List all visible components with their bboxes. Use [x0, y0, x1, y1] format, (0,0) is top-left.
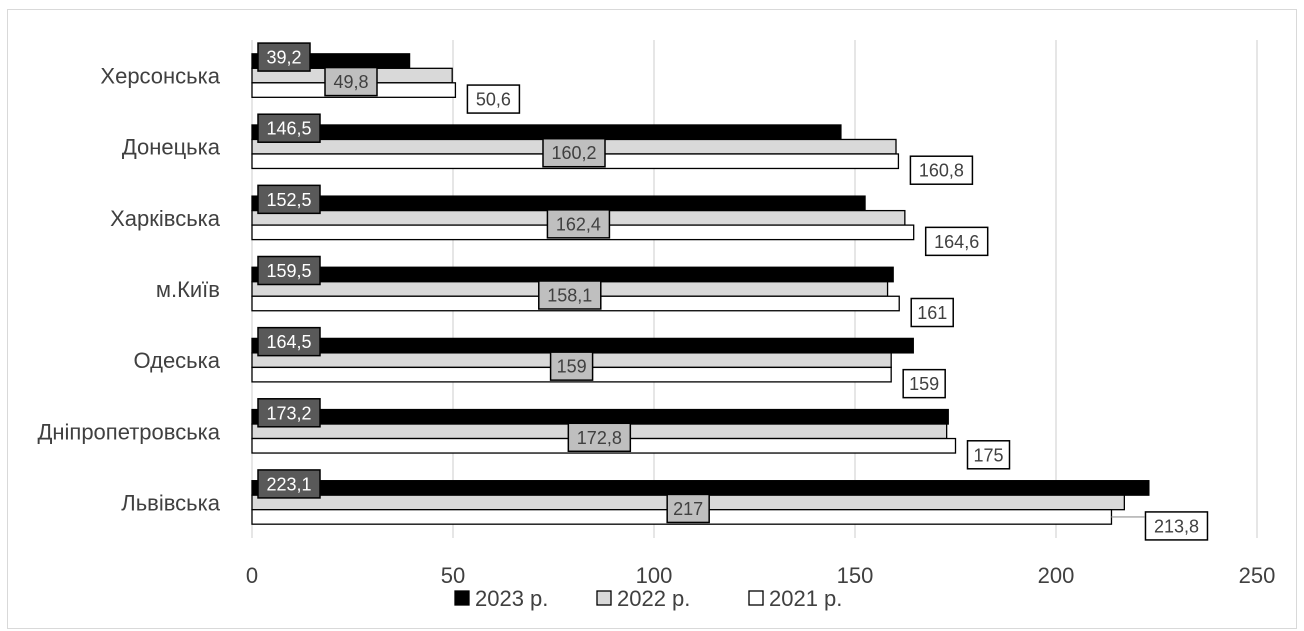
data-label: 175: [973, 445, 1003, 465]
legend-label: 2021 р.: [769, 586, 842, 611]
data-label-box: [257, 326, 321, 357]
data-label: 164,6: [934, 232, 979, 252]
data-label-box: [1144, 511, 1209, 541]
data-label-box: [546, 209, 611, 239]
data-label-box: [549, 351, 594, 381]
bar-2023: [251, 195, 866, 212]
data-label: 50,6: [476, 90, 511, 110]
x-tick-label: 200: [1038, 563, 1075, 588]
legend: 2023 р. 2022 р. 2021 р.: [454, 586, 842, 611]
category-label: Дніпропетровська: [37, 419, 220, 444]
category-label: Херсонська: [100, 64, 220, 89]
data-label: 213,8: [1154, 516, 1199, 536]
data-label-box: [966, 440, 1011, 470]
data-label-box: [257, 42, 311, 72]
x-tick-label: 150: [837, 563, 874, 588]
bar-2023: [251, 266, 894, 283]
bar-2023: [251, 124, 842, 141]
data-label-box: [257, 184, 321, 215]
x-tick-label: 0: [246, 563, 258, 588]
x-tick-label: 250: [1239, 563, 1276, 588]
data-label-box: [257, 469, 321, 499]
data-labels: 39,2 49,8 50,6 146,5 160,2 160,8 152,5 162,4 164…: [257, 42, 1209, 541]
data-label-box: [909, 155, 974, 185]
x-axis-ticks: 0 50 100 150 200 250: [246, 563, 1275, 588]
data-label-box: [924, 226, 989, 257]
bar-2023: [251, 337, 914, 354]
bars: [251, 53, 1150, 525]
data-label: 146,5: [266, 119, 311, 139]
bar-2023: [251, 408, 949, 425]
data-label: 39,2: [266, 48, 301, 68]
data-label-box: [666, 493, 710, 524]
data-label: 160,2: [551, 143, 596, 163]
data-label: 152,5: [266, 190, 311, 210]
bar-2023: [251, 480, 1150, 496]
data-label: 158,1: [547, 286, 592, 306]
legend-label: 2023 р.: [475, 586, 548, 611]
data-label: 217: [673, 499, 703, 519]
data-label: 161: [917, 303, 947, 323]
data-label: 159: [557, 357, 587, 377]
data-label: 160,8: [919, 161, 964, 181]
data-label-box: [910, 297, 954, 328]
x-tick-label: 100: [636, 563, 673, 588]
data-label: 223,1: [266, 474, 311, 494]
data-label-box: [257, 255, 321, 286]
category-label: Одеська: [133, 348, 220, 373]
data-label: 164,5: [266, 332, 311, 352]
category-label: Харківська: [110, 206, 221, 231]
data-label: 159,5: [266, 261, 311, 281]
legend-swatch: [454, 590, 470, 606]
category-label: м.Київ: [156, 277, 220, 302]
data-label: 162,4: [556, 214, 601, 234]
data-label-box: [542, 137, 606, 168]
data-label-box: [257, 113, 321, 143]
data-label-box: [466, 84, 521, 114]
data-label-box: [902, 368, 946, 399]
x-tick-label: 50: [441, 563, 465, 588]
data-label-box: [257, 398, 321, 428]
data-label-box: [324, 66, 378, 97]
data-label: 49,8: [333, 72, 368, 92]
data-label: 173,2: [266, 403, 311, 423]
data-label: 172,8: [577, 428, 622, 448]
category-label: Львівська: [121, 490, 220, 515]
legend-label: 2022 р.: [617, 586, 690, 611]
legend-swatch: [748, 590, 764, 606]
category-labels: Херсонська Донецька Харківська м.Київ Одеськ…: [37, 64, 220, 516]
data-label: 159: [909, 374, 939, 394]
chart-frame: [7, 9, 1297, 629]
gridlines: [251, 40, 1258, 538]
data-label-box: [538, 280, 602, 310]
legend-swatch: [596, 590, 612, 606]
data-label-box: [567, 422, 632, 453]
category-label: Донецька: [122, 135, 221, 160]
